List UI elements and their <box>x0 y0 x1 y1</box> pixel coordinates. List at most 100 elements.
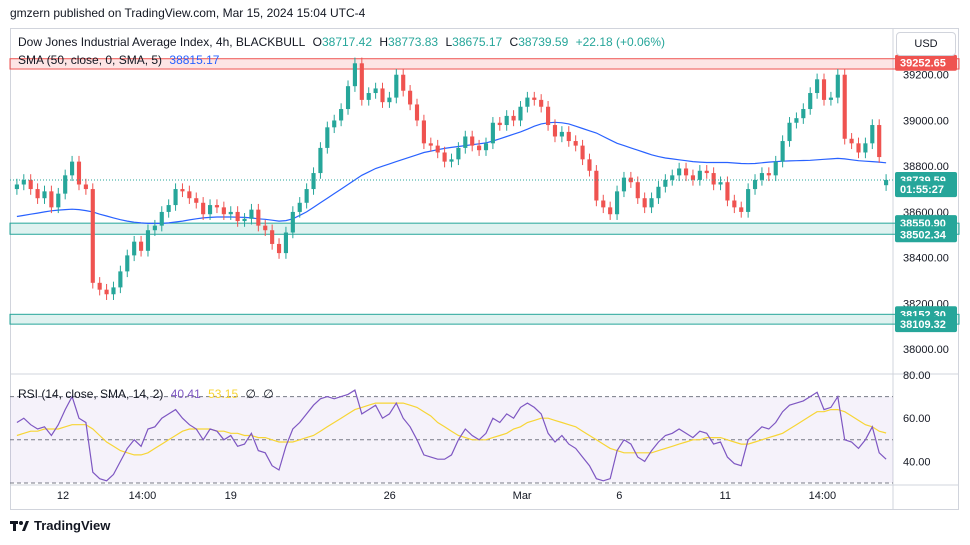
rsi-value: 40.41 <box>170 387 201 401</box>
rsi-tick-label: 40.00 <box>903 456 931 468</box>
legend-high: H38773.83 <box>379 35 439 49</box>
candle-body <box>180 189 185 192</box>
candle-body <box>401 74 406 91</box>
price-label: 39252.65 <box>900 58 946 70</box>
candle-body <box>573 141 578 146</box>
time-tick-label: 11 <box>720 490 731 502</box>
candle-body <box>242 218 247 222</box>
candle-body <box>359 63 364 100</box>
candle-body <box>539 99 544 107</box>
candle-body <box>456 147 461 160</box>
candle-body <box>628 177 633 183</box>
candle-body <box>656 186 661 199</box>
candle-body <box>297 202 302 212</box>
rsi-ma-line <box>16 402 887 456</box>
candle-body <box>566 131 571 142</box>
time-tick-label: Mar <box>513 490 532 502</box>
candle-body <box>90 189 95 283</box>
candle-body <box>428 143 433 146</box>
candle-body <box>580 145 585 160</box>
candle-body <box>725 182 730 201</box>
candle-body <box>794 118 799 123</box>
candle-body <box>635 182 640 199</box>
rsi-ma-value: 53.15 <box>208 387 239 401</box>
candle-body <box>511 115 516 121</box>
candle-body <box>263 225 268 231</box>
candle-body <box>111 287 116 295</box>
sma-line <box>16 121 887 224</box>
candle-body <box>118 271 123 288</box>
sma-legend: SMA (50, close, 0, SMA, 5) 38815.17 <box>18 53 223 67</box>
rsi-legend: RSI (14, close, SMA, 14, 2) 40.41 53.15 … <box>18 387 278 401</box>
sma-label: SMA (50, close, 0, SMA, 5) <box>18 53 163 67</box>
candle-body <box>483 143 489 151</box>
currency-button[interactable]: USD <box>896 32 956 56</box>
candle-body <box>304 189 309 203</box>
candle-body <box>14 184 19 190</box>
candle-body <box>414 104 420 121</box>
candle-body <box>780 141 785 162</box>
candle-body <box>642 198 647 208</box>
price-label-bg <box>895 181 957 198</box>
candle-body <box>187 191 192 199</box>
tradingview-logo-icon <box>10 520 29 531</box>
candle-body <box>683 168 689 176</box>
rsi-tick-label: 80.00 <box>903 370 931 382</box>
candle-body <box>421 120 426 144</box>
chart-frame[interactable] <box>10 28 959 510</box>
candle-body <box>56 193 61 208</box>
candle-body <box>752 179 758 190</box>
candle-body <box>125 255 130 272</box>
candle-body <box>842 74 847 139</box>
price-tick-label: 39000.00 <box>903 115 949 127</box>
candle-body <box>449 159 454 162</box>
candle-body <box>601 200 606 208</box>
candle-body <box>201 202 206 215</box>
candle-body <box>463 136 468 148</box>
candle-body <box>76 161 82 185</box>
price-tick-label: 39200.00 <box>903 70 949 82</box>
candle-body <box>63 175 68 194</box>
candle-body <box>608 207 613 215</box>
candle-body <box>877 125 882 158</box>
legend-low: L38675.17 <box>445 35 503 49</box>
candle-body <box>290 211 295 233</box>
price-label: 38109.32 <box>900 319 946 331</box>
price-tick-label: 38400.00 <box>903 253 949 265</box>
candle-body <box>166 205 171 212</box>
candle-body <box>773 161 778 176</box>
candle-body <box>477 145 482 151</box>
rsi-tick-label: 60.00 <box>903 413 931 425</box>
sma-value: 38815.17 <box>169 53 220 67</box>
price-tick-label: 38000.00 <box>903 344 949 356</box>
candle-body <box>849 138 854 144</box>
candle-body <box>739 207 744 212</box>
rsi-line <box>16 389 887 482</box>
candle-body <box>318 147 323 174</box>
candle-body <box>504 115 509 126</box>
candle-body <box>173 189 178 206</box>
candle-body <box>104 289 109 295</box>
candle-body <box>863 143 868 153</box>
candle-body <box>759 173 764 180</box>
candle-body <box>828 97 833 100</box>
zone-resistance <box>9 58 960 70</box>
candle-body <box>194 198 199 203</box>
candle-body <box>311 173 316 190</box>
candle-body <box>325 127 330 148</box>
candle-body <box>339 109 344 121</box>
candle-body <box>283 232 289 254</box>
candle-body <box>621 177 627 192</box>
candle-body <box>28 179 33 190</box>
candle-body <box>470 136 475 146</box>
candle-body <box>380 88 385 103</box>
rsi-na-1: ∅ <box>245 387 256 401</box>
candle-body <box>670 175 675 180</box>
legend-open: O38717.42 <box>312 35 373 49</box>
candle-body <box>249 209 254 219</box>
candle-body <box>546 106 551 126</box>
candle-body <box>835 74 840 98</box>
candle-body <box>256 209 261 226</box>
candle-body <box>587 159 592 171</box>
